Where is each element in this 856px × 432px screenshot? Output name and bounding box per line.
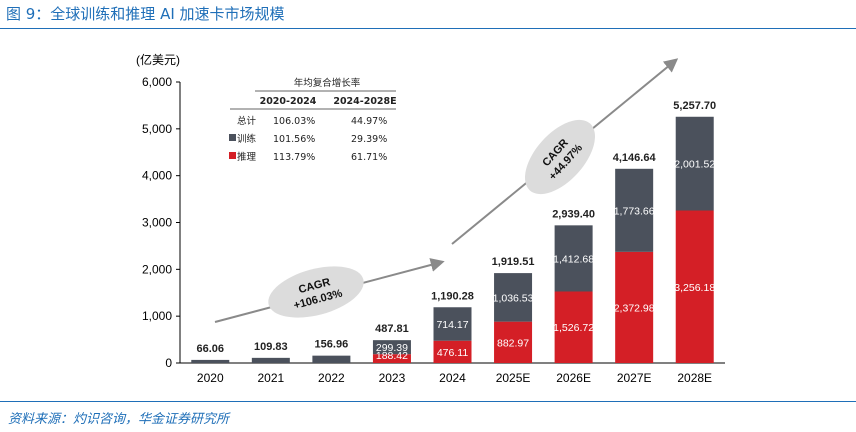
cagr-bubble-2020-2024: CAGR+106.03% bbox=[268, 266, 364, 318]
bar-total bbox=[251, 357, 290, 363]
legend-swatch bbox=[229, 152, 236, 159]
total-value-label: 109.83 bbox=[254, 341, 288, 353]
bar-total bbox=[191, 359, 230, 363]
total-value-label: 487.81 bbox=[375, 323, 409, 335]
cagr-row-label: 训练 bbox=[237, 133, 257, 145]
y-tick-label: 6,000 bbox=[142, 75, 172, 89]
figure-title: 图 9：全球训练和推理 AI 加速卡市场规模 bbox=[6, 5, 285, 23]
total-value-label: 1,919.51 bbox=[492, 256, 535, 268]
x-tick-label: 2026E bbox=[556, 371, 591, 385]
bar-inference bbox=[494, 321, 533, 363]
training-value-label: 714.17 bbox=[436, 319, 468, 331]
bubble-shape bbox=[268, 266, 364, 318]
cagr-value: 106.03% bbox=[273, 116, 315, 127]
inference-value-label: 2,372.98 bbox=[614, 302, 655, 314]
cagr-row-label: 推理 bbox=[237, 151, 257, 163]
cagr-value: 61.71% bbox=[351, 152, 387, 163]
training-value-label: 1,773.66 bbox=[614, 205, 655, 217]
x-tick-label: 2021 bbox=[257, 371, 284, 385]
x-tick-label: 2025E bbox=[496, 371, 531, 385]
bar-training bbox=[554, 225, 593, 292]
cagr-table: 年均复合增长率 2020-2024 2024-2028E 总计 106.03% 44.97… bbox=[229, 77, 397, 163]
bar-training bbox=[675, 116, 714, 211]
training-value-label: 299.39 bbox=[376, 342, 408, 354]
bubble-shape bbox=[525, 119, 595, 195]
cagr-table-title: 年均复合增长率 bbox=[294, 77, 361, 89]
stacked-bar-chart: (亿美元) 0 1,000 2,000 3,000 4,000 5,000 6,000 20… bbox=[136, 52, 725, 385]
inference-value-label: 882.97 bbox=[497, 337, 529, 349]
bar-inference bbox=[615, 251, 654, 363]
total-value-label: 66.06 bbox=[197, 343, 225, 355]
inference-value-label: 1,526.72 bbox=[553, 322, 594, 334]
bar-inference bbox=[433, 340, 472, 363]
total-value-label: 2,939.40 bbox=[552, 208, 595, 220]
training-value-label: 2,001.52 bbox=[674, 159, 715, 171]
footer-rule bbox=[0, 401, 856, 402]
total-value-label: 156.96 bbox=[315, 339, 349, 351]
title-rule bbox=[0, 28, 856, 29]
bar-training bbox=[615, 168, 654, 252]
cagr-row-label: 总计 bbox=[237, 115, 257, 127]
bar-training bbox=[433, 307, 472, 341]
inference-value-label: 3,256.18 bbox=[674, 282, 715, 294]
y-tick-label: 1,000 bbox=[142, 309, 172, 323]
y-tick-label: 2,000 bbox=[142, 262, 172, 276]
bar-training bbox=[372, 340, 411, 355]
training-value-label: 1,412.68 bbox=[553, 253, 594, 265]
training-value-label: 1,036.53 bbox=[493, 292, 534, 304]
cagr-header-1: 2020-2024 bbox=[260, 96, 317, 107]
total-value-label: 4,146.64 bbox=[613, 152, 657, 164]
cagr-value: 29.39% bbox=[351, 134, 387, 145]
y-axis: 0 1,000 2,000 3,000 4,000 5,000 6,000 bbox=[142, 75, 181, 370]
y-tick-label: 3,000 bbox=[142, 216, 172, 230]
y-unit-label: (亿美元) bbox=[136, 52, 180, 67]
x-tick-label: 2027E bbox=[617, 371, 652, 385]
x-tick-label: 2023 bbox=[379, 371, 406, 385]
cagr-header-2: 2024-2028E bbox=[333, 96, 396, 107]
x-tick-label: 2028E bbox=[677, 371, 712, 385]
cagr-value: 101.56% bbox=[273, 134, 315, 145]
x-tick-label: 2020 bbox=[197, 371, 224, 385]
bar-inference bbox=[675, 210, 714, 363]
y-tick-label: 0 bbox=[165, 356, 172, 370]
cagr-bubble-2024-2028: CAGR+44.97% bbox=[525, 119, 595, 195]
inference-value-label: 188.42 bbox=[376, 350, 408, 362]
cagr-bubbles: CAGR+106.03% CAGR+44.97% bbox=[268, 119, 595, 318]
source-note: 资料来源：灼识咨询，华金证券研究所 bbox=[8, 412, 230, 427]
total-value-label: 5,257.70 bbox=[673, 100, 716, 112]
legend-swatch bbox=[229, 134, 236, 141]
x-tick-label: 2024 bbox=[439, 371, 466, 385]
bar-inference bbox=[554, 291, 593, 363]
y-tick-label: 5,000 bbox=[142, 122, 172, 136]
x-tick-label: 2022 bbox=[318, 371, 345, 385]
x-axis: 2020 2021 2022 2023 2024 2025E 2026E 2027E 2028E bbox=[180, 362, 725, 385]
cagr-value: 44.97% bbox=[351, 116, 387, 127]
y-tick-label: 4,000 bbox=[142, 169, 172, 183]
cagr-value: 113.79% bbox=[273, 152, 315, 163]
bar-training bbox=[494, 273, 533, 322]
bar-total bbox=[312, 355, 351, 363]
bar-inference bbox=[372, 354, 411, 363]
total-value-label: 1,190.28 bbox=[431, 290, 474, 302]
inference-value-label: 476.11 bbox=[437, 347, 468, 359]
